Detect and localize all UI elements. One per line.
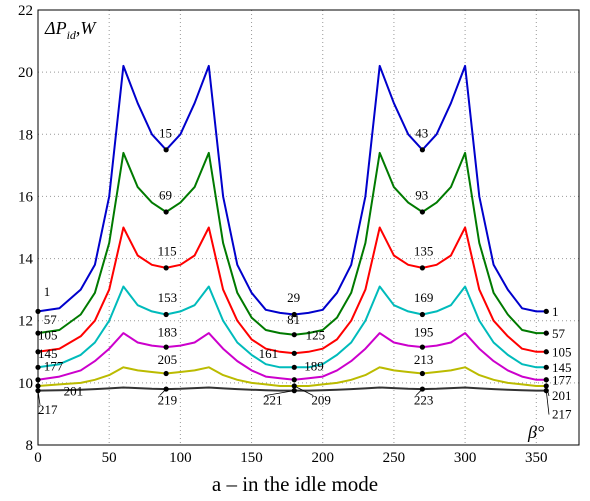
leader-line bbox=[546, 379, 550, 381]
marker-point bbox=[419, 209, 425, 215]
leader-line bbox=[264, 390, 295, 397]
marker-point bbox=[419, 344, 425, 350]
point-label: 115 bbox=[158, 243, 177, 258]
series-line-0 bbox=[37, 64, 547, 316]
marker-point bbox=[163, 344, 169, 350]
point-label: 201 bbox=[64, 383, 83, 398]
leader-line bbox=[546, 351, 550, 353]
point-label: 43 bbox=[415, 125, 428, 140]
series-end-label: 177 bbox=[552, 372, 572, 387]
point-label: 169 bbox=[414, 290, 434, 305]
y-tick-label: 8 bbox=[26, 438, 34, 454]
series-end-label: 105 bbox=[552, 344, 572, 359]
point-label: 57 bbox=[44, 312, 58, 327]
point-label: 177 bbox=[44, 358, 64, 373]
series-lines bbox=[37, 64, 547, 392]
series-end-label: 217 bbox=[552, 407, 572, 422]
series-end-label: 57 bbox=[552, 326, 566, 341]
point-label: 69 bbox=[159, 188, 172, 203]
point-label: 125 bbox=[306, 327, 326, 342]
marker-point bbox=[163, 370, 169, 377]
y-tick-label: 18 bbox=[18, 127, 33, 143]
point-label: 135 bbox=[414, 243, 434, 258]
point-label: 29 bbox=[287, 290, 300, 305]
series-line-6 bbox=[37, 386, 547, 392]
marker-point bbox=[163, 265, 169, 271]
x-tick-label: 0 bbox=[34, 450, 42, 466]
marker-point bbox=[163, 147, 169, 153]
marker-point bbox=[163, 209, 169, 215]
x-axis-label: β° bbox=[527, 422, 544, 442]
y-tick-label: 22 bbox=[18, 3, 33, 19]
marker-point bbox=[419, 265, 425, 271]
point-label: 105 bbox=[38, 327, 58, 342]
series-line-5 bbox=[37, 366, 547, 387]
point-label: 223 bbox=[414, 393, 434, 408]
marker-point bbox=[291, 350, 297, 356]
series-line-2 bbox=[37, 226, 547, 355]
x-tick-label: 300 bbox=[454, 450, 477, 466]
y-tick-label: 10 bbox=[18, 376, 33, 392]
marker-point bbox=[419, 370, 425, 377]
x-tick-label: 250 bbox=[383, 450, 406, 466]
x-tick-label: 100 bbox=[169, 450, 192, 466]
point-label: 1 bbox=[44, 284, 51, 299]
point-label: 209 bbox=[311, 393, 331, 408]
leader-line bbox=[415, 388, 423, 396]
point-label: 153 bbox=[158, 290, 178, 305]
series-end-label: 1 bbox=[552, 304, 559, 319]
point-label: 81 bbox=[287, 312, 300, 327]
series-line-3 bbox=[37, 285, 547, 369]
point-label: 15 bbox=[159, 125, 172, 140]
leader-line bbox=[546, 311, 550, 313]
point-label: 93 bbox=[415, 188, 428, 203]
leader-line bbox=[294, 385, 314, 396]
point-label: 161 bbox=[259, 346, 279, 361]
marker-point bbox=[291, 364, 297, 370]
marker-point bbox=[291, 332, 297, 338]
series-end-label: 201 bbox=[552, 388, 572, 403]
point-label: 145 bbox=[38, 346, 58, 361]
leader-line bbox=[159, 388, 167, 396]
y-axis-label: ΔPid,W bbox=[44, 18, 97, 42]
chart: 0 50 100 150 200 250 300 350 8 10 12 14 16 18 20 22 1 57… bbox=[18, 3, 580, 466]
point-label: 183 bbox=[158, 324, 178, 339]
x-tick-label: 50 bbox=[102, 450, 117, 466]
tick-labels: 0 50 100 150 200 250 300 350 8 10 12 14 16 18 20 22 bbox=[18, 3, 548, 466]
marker-point bbox=[419, 147, 425, 153]
y-tick-label: 16 bbox=[18, 189, 34, 205]
point-label: 219 bbox=[158, 393, 178, 408]
plot-frame bbox=[37, 9, 580, 446]
series-line-1 bbox=[37, 151, 547, 336]
point-label: 213 bbox=[414, 352, 434, 367]
point-label: 221 bbox=[263, 393, 283, 408]
y-tick-label: 12 bbox=[18, 314, 33, 330]
marker-point bbox=[419, 311, 425, 318]
point-label: 189 bbox=[304, 358, 324, 373]
y-tick-label: 14 bbox=[18, 252, 34, 268]
point-label: 195 bbox=[414, 324, 434, 339]
leader-line bbox=[546, 332, 550, 335]
series-line-4 bbox=[37, 332, 547, 381]
marker-point bbox=[291, 311, 297, 318]
point-label: 217 bbox=[38, 402, 58, 417]
leader-line bbox=[546, 366, 550, 369]
series-end-label: 145 bbox=[552, 360, 572, 375]
marker-point bbox=[163, 311, 169, 318]
chart-caption: a – in the idle mode bbox=[211, 472, 379, 496]
marker-point bbox=[291, 377, 297, 383]
x-tick-label: 350 bbox=[525, 450, 548, 466]
leader-line bbox=[545, 390, 550, 415]
point-label: 205 bbox=[158, 352, 178, 367]
x-tick-label: 150 bbox=[240, 450, 263, 466]
y-tick-label: 20 bbox=[18, 65, 33, 81]
x-tick-label: 200 bbox=[311, 450, 334, 466]
annotations: 1571051451772012171569115153183205219298… bbox=[35, 125, 572, 422]
